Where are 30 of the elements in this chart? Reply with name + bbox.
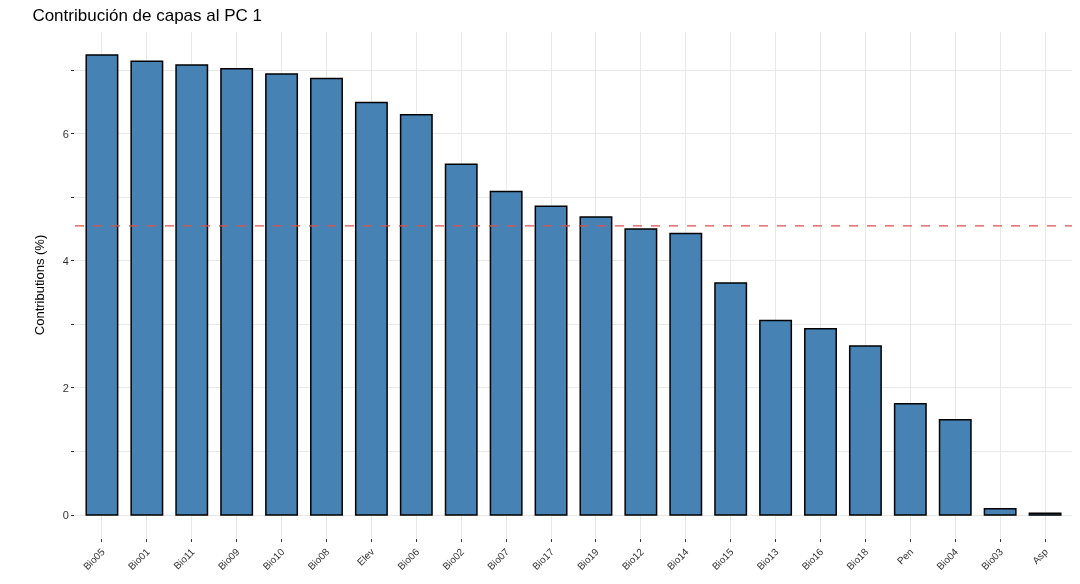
y-tick-label: 6 bbox=[62, 127, 69, 140]
bar bbox=[669, 232, 703, 516]
bar bbox=[310, 77, 343, 516]
bar bbox=[399, 113, 433, 516]
y-axis-title: Contributions (%) bbox=[31, 234, 47, 336]
x-tick-label: Pen bbox=[894, 546, 916, 567]
bar bbox=[354, 101, 388, 516]
bar bbox=[893, 403, 927, 516]
bar bbox=[534, 205, 568, 516]
bar bbox=[848, 345, 882, 516]
chart-title: Contribución de capas al PC 1 bbox=[32, 5, 263, 25]
bar bbox=[489, 190, 523, 516]
x-tick-label: Asp bbox=[1030, 545, 1051, 567]
bar bbox=[759, 319, 793, 516]
bar bbox=[444, 163, 478, 516]
bar bbox=[579, 216, 613, 516]
bar bbox=[983, 508, 1017, 516]
bar bbox=[85, 54, 119, 516]
y-tick-label: 4 bbox=[62, 254, 69, 267]
bar bbox=[220, 68, 254, 516]
x-tick-label: Elev bbox=[354, 546, 377, 568]
bar bbox=[624, 228, 658, 516]
bar bbox=[804, 328, 837, 516]
bar bbox=[938, 419, 972, 516]
bar bbox=[130, 60, 164, 516]
y-tick-label: 2 bbox=[62, 381, 69, 394]
bar bbox=[175, 64, 209, 516]
bar bbox=[714, 282, 748, 516]
y-tick-label: 0 bbox=[62, 508, 69, 521]
bar bbox=[265, 73, 299, 516]
